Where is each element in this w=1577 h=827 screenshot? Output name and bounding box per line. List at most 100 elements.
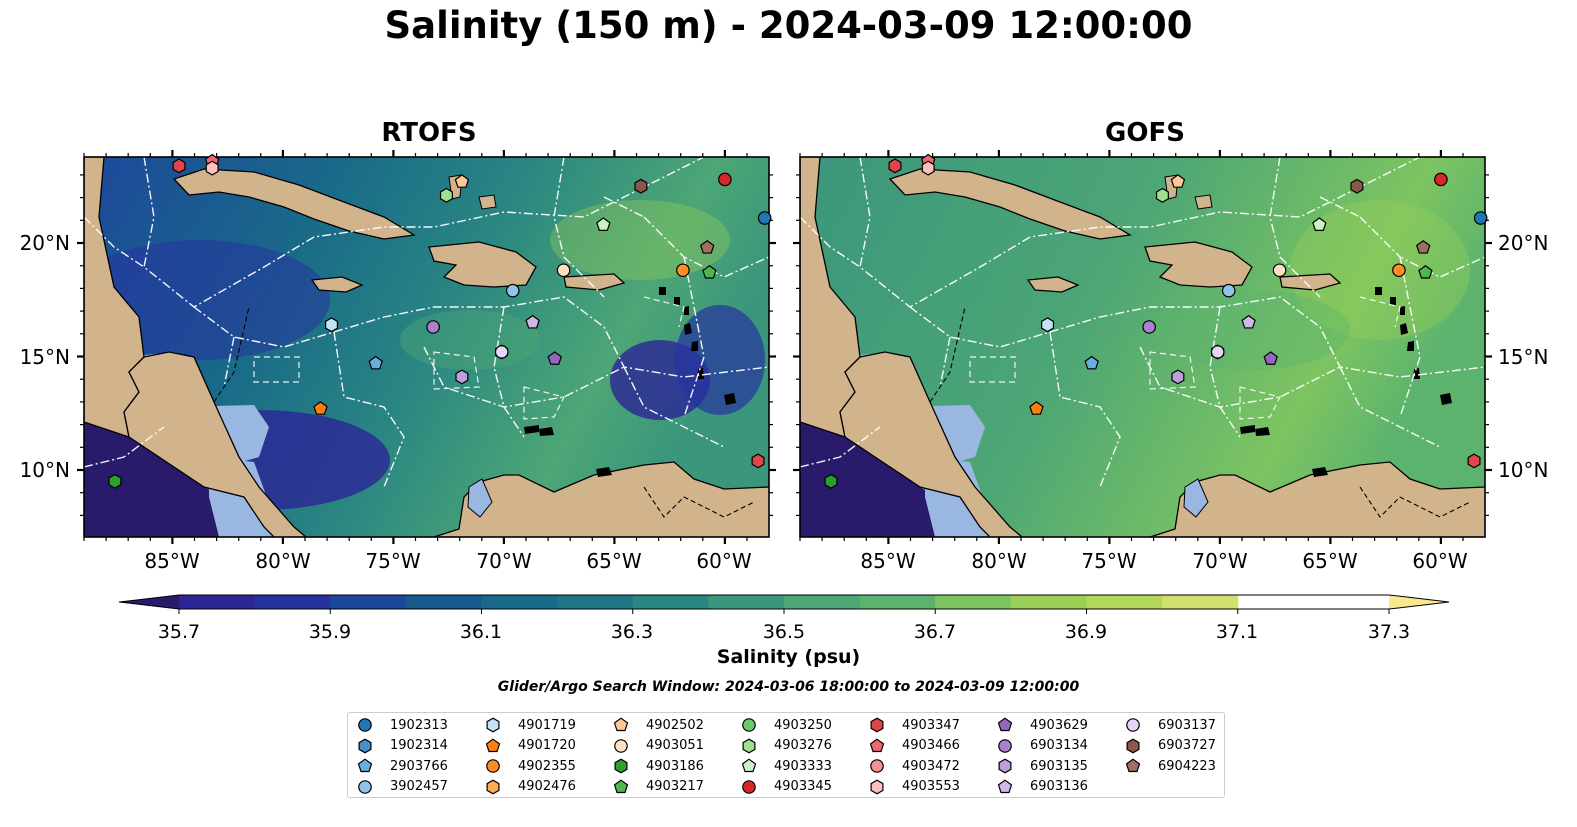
colorbar-tick-label: 35.9 — [309, 621, 351, 643]
lon-label-75w-right: 75°W — [1081, 549, 1136, 573]
colorbar-segment — [557, 595, 634, 609]
circle-marker-icon — [358, 779, 372, 794]
colorbar-extend-high — [1389, 595, 1449, 609]
circle-marker-icon — [870, 759, 884, 773]
lat-label-15n-left: 15°N — [20, 345, 70, 369]
legend-item-6903137: 6903137 — [1124, 715, 1216, 735]
legend-item-4903217: 4903217 — [612, 777, 704, 797]
legend-item-4903466: 4903466 — [868, 736, 960, 756]
legend-item-4902355: 4902355 — [484, 756, 576, 776]
lat-label-20n-left: 20°N — [20, 231, 70, 255]
axis-ticks — [77, 150, 1492, 544]
legend-item-4903629: 4903629 — [996, 715, 1088, 735]
colorbar-extend-low — [119, 595, 179, 609]
legend-label: 4902476 — [518, 779, 576, 794]
legend-label: 4903186 — [646, 758, 704, 774]
legend-item-4903347: 4903347 — [868, 715, 960, 735]
legend-label: 6903137 — [1158, 717, 1216, 733]
legend-label: 4903051 — [646, 738, 704, 753]
legend-item-4903276: 4903276 — [740, 736, 832, 756]
legend-item-6903134: 6903134 — [996, 736, 1088, 756]
legend-label: 4903276 — [774, 738, 832, 753]
legend-label: 4903217 — [646, 779, 704, 794]
colorbar-segment — [1162, 595, 1239, 609]
colorbar-segment — [405, 595, 482, 609]
colorbar-segment — [708, 595, 785, 609]
legend-label: 3902457 — [390, 779, 448, 794]
hexagon-marker-icon — [870, 717, 884, 733]
legend-item-6903136: 6903136 — [996, 777, 1088, 797]
legend-item-4902476: 4902476 — [484, 777, 576, 797]
colorbar: 35.7 35.9 36.1 36.3 36.5 36.7 36.9 37.1 … — [118, 594, 1450, 643]
colorbar-tick-label: 36.3 — [611, 621, 653, 643]
circle-marker-icon — [358, 718, 372, 732]
legend-label: 6904223 — [1158, 758, 1216, 774]
legend-item-4902502: 4902502 — [612, 715, 704, 735]
legend-label: 4903333 — [774, 758, 832, 774]
hexagon-marker-icon — [486, 717, 500, 733]
legend-item-1902314: 1902314 — [356, 736, 448, 756]
legend-item-4903186: 4903186 — [612, 756, 704, 776]
pentagon-marker-icon — [741, 758, 757, 773]
hexagon-marker-icon — [486, 779, 500, 794]
lon-label-80w-right: 80°W — [971, 549, 1026, 573]
legend-label: 4901720 — [518, 738, 576, 753]
lat-label-20n-right: 20°N — [1498, 231, 1548, 255]
colorbar-segment — [1010, 595, 1087, 609]
colorbar-segment — [481, 595, 558, 609]
circle-marker-icon — [742, 718, 756, 732]
colorbar-tick-label: 37.3 — [1368, 621, 1410, 643]
hexagon-marker-icon — [614, 758, 628, 774]
panel-title-rtofs: RTOFS — [381, 118, 477, 148]
lon-label-65w-left: 65°W — [586, 549, 641, 573]
legend-label: 4901719 — [518, 717, 576, 733]
panel-title-gofs: GOFS — [1105, 118, 1185, 148]
legend-item-1902313: 1902313 — [356, 715, 448, 735]
colorbar-segments — [118, 594, 1450, 614]
colorbar-title: Salinity (psu) — [716, 646, 861, 668]
float-legend: 1902313 1902314 2903766 3902457 4901719 49017… — [347, 712, 1225, 798]
search-window-text: Glider/Argo Search Window: 2024-03-06 18… — [497, 679, 1080, 695]
pentagon-marker-icon — [997, 717, 1013, 732]
lon-label-75w-left: 75°W — [365, 549, 420, 573]
legend-label: 4902502 — [646, 717, 704, 733]
lon-label-70w-right: 70°W — [1192, 549, 1247, 573]
pentagon-marker-icon — [1125, 758, 1141, 773]
lat-label-10n-left: 10°N — [20, 458, 70, 482]
circle-marker-icon — [742, 779, 756, 794]
legend-item-4903051: 4903051 — [612, 736, 704, 756]
legend-label: 2903766 — [390, 758, 448, 774]
lon-label-65w-right: 65°W — [1302, 549, 1357, 573]
colorbar-tick-label: 36.7 — [914, 621, 956, 643]
legend-item-4903333: 4903333 — [740, 756, 832, 776]
legend-item-4903472: 4903472 — [868, 756, 960, 776]
lon-label-80w-left: 80°W — [255, 549, 310, 573]
figure-title: Salinity (150 m) - 2024-03-09 12:00:00 — [384, 4, 1193, 47]
colorbar-tick-label: 36.1 — [460, 621, 502, 643]
legend-label: 4903250 — [774, 717, 832, 733]
legend-label: 6903135 — [1030, 758, 1088, 774]
lon-label-85w-right: 85°W — [860, 549, 915, 573]
legend-label: 6903727 — [1158, 738, 1216, 753]
colorbar-tick-label: 36.5 — [763, 621, 805, 643]
legend-label: 4903629 — [1030, 717, 1088, 733]
hexagon-marker-icon — [870, 779, 884, 794]
lon-label-85w-left: 85°W — [144, 549, 199, 573]
pentagon-marker-icon — [357, 758, 373, 773]
lon-label-70w-left: 70°W — [476, 549, 531, 573]
colorbar-segment — [330, 595, 407, 609]
colorbar-segment — [935, 595, 1012, 609]
legend-label: 6903136 — [1030, 779, 1088, 794]
colorbar-tick-label: 35.7 — [158, 621, 200, 643]
legend-label: 1902313 — [390, 717, 448, 733]
hexagon-marker-icon — [998, 758, 1012, 774]
colorbar-segment — [784, 595, 861, 609]
legend-item-4903345: 4903345 — [740, 777, 832, 797]
circle-marker-icon — [486, 759, 500, 773]
pentagon-marker-icon — [613, 717, 629, 732]
legend-label: 6903134 — [1030, 738, 1088, 753]
colorbar-segment — [1086, 595, 1163, 609]
pentagon-marker-icon — [485, 738, 501, 752]
colorbar-tick-label: 36.9 — [1065, 621, 1107, 643]
legend-label: 1902314 — [390, 738, 448, 753]
